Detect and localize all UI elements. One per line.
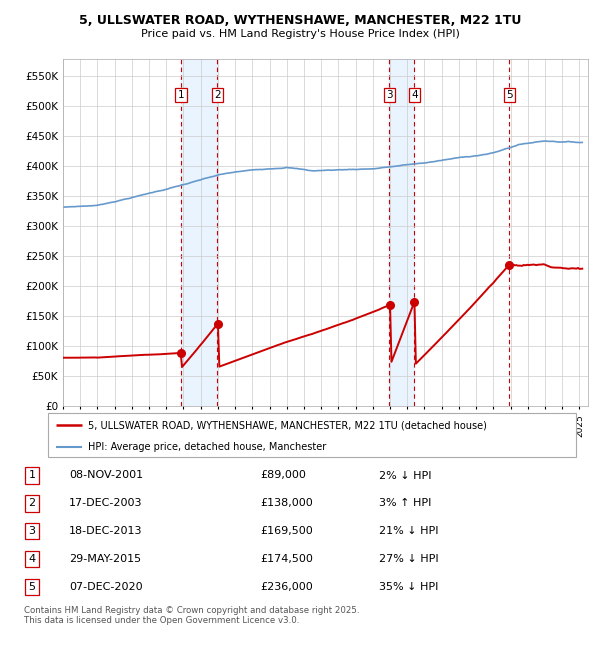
Text: 08-NOV-2001: 08-NOV-2001 (69, 471, 143, 480)
Text: £174,500: £174,500 (260, 554, 313, 564)
Text: 5, ULLSWATER ROAD, WYTHENSHAWE, MANCHESTER, M22 1TU (detached house): 5, ULLSWATER ROAD, WYTHENSHAWE, MANCHEST… (88, 420, 487, 430)
Text: 27% ↓ HPI: 27% ↓ HPI (379, 554, 439, 564)
Text: 18-DEC-2013: 18-DEC-2013 (69, 526, 142, 536)
Text: 4: 4 (29, 554, 35, 564)
Bar (181, 58, 217, 406)
Text: 21% ↓ HPI: 21% ↓ HPI (379, 526, 439, 536)
Text: 2% ↓ HPI: 2% ↓ HPI (379, 471, 431, 480)
Text: £89,000: £89,000 (260, 471, 307, 480)
Text: 4: 4 (411, 90, 418, 100)
FancyBboxPatch shape (48, 413, 576, 457)
Bar (389, 58, 415, 406)
Text: £138,000: £138,000 (260, 499, 313, 508)
Text: 3: 3 (29, 526, 35, 536)
Text: £236,000: £236,000 (260, 582, 313, 592)
Text: 3: 3 (386, 90, 392, 100)
Text: 1: 1 (178, 90, 184, 100)
Text: 2: 2 (29, 499, 35, 508)
Text: 3% ↑ HPI: 3% ↑ HPI (379, 499, 431, 508)
Text: Contains HM Land Registry data © Crown copyright and database right 2025.
This d: Contains HM Land Registry data © Crown c… (24, 606, 359, 625)
Text: 5: 5 (506, 90, 512, 100)
Text: 17-DEC-2003: 17-DEC-2003 (69, 499, 142, 508)
Text: 29-MAY-2015: 29-MAY-2015 (69, 554, 141, 564)
Text: 07-DEC-2020: 07-DEC-2020 (69, 582, 142, 592)
Text: 1: 1 (29, 471, 35, 480)
Text: HPI: Average price, detached house, Manchester: HPI: Average price, detached house, Manc… (88, 442, 326, 452)
Text: £169,500: £169,500 (260, 526, 313, 536)
Text: Price paid vs. HM Land Registry's House Price Index (HPI): Price paid vs. HM Land Registry's House … (140, 29, 460, 38)
Text: 5: 5 (29, 582, 35, 592)
Text: 5, ULLSWATER ROAD, WYTHENSHAWE, MANCHESTER, M22 1TU: 5, ULLSWATER ROAD, WYTHENSHAWE, MANCHEST… (79, 14, 521, 27)
Text: 35% ↓ HPI: 35% ↓ HPI (379, 582, 439, 592)
Text: 2: 2 (214, 90, 221, 100)
